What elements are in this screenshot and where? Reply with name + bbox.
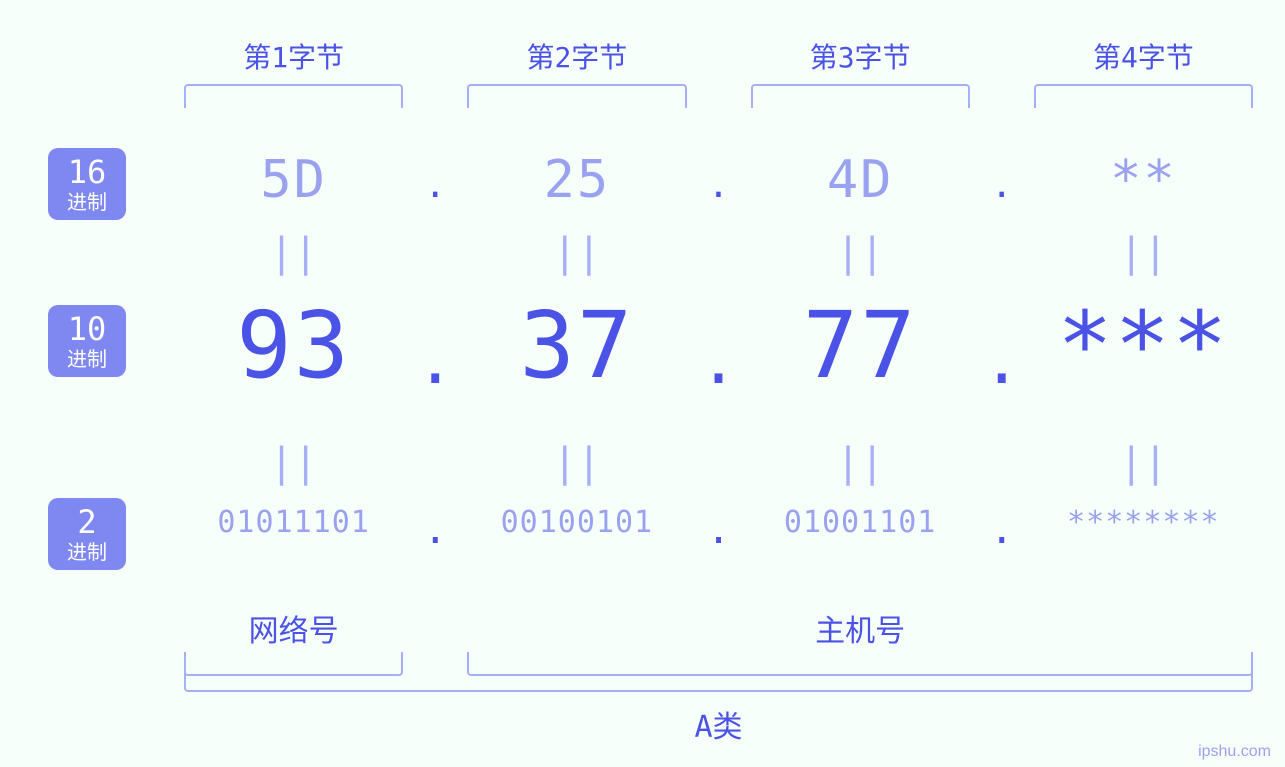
bin-row: 01011101 . 00100101 . 01001101 . *******…	[172, 502, 1265, 542]
badge-hex-num: 16	[68, 156, 107, 188]
hex-byte-3: 4D	[739, 150, 982, 210]
hex-row: 5D . 25 . 4D . **	[172, 150, 1265, 210]
top-bracket-2	[455, 84, 698, 110]
dot-bin-1: .	[415, 510, 455, 550]
byte-label-3: 第3字节	[739, 36, 982, 76]
net-host-brackets: 网络号 主机号	[172, 570, 1265, 650]
top-bracket-1	[172, 84, 415, 110]
dot-hex-3: .	[982, 168, 1022, 204]
badge-dec: 10 进制	[48, 305, 126, 377]
host-label: 主机号	[455, 606, 1265, 650]
bin-byte-1: 01011101	[172, 505, 415, 540]
eq-2-4: ||	[1022, 440, 1265, 486]
byte-label-1: 第1字节	[172, 36, 415, 76]
dot-bin-3: .	[982, 510, 1022, 550]
equals-row-1: || || || ||	[172, 230, 1265, 276]
dec-byte-1: 93	[172, 292, 415, 399]
dot-hex-1: .	[415, 168, 455, 204]
dot-hex-2: .	[699, 168, 739, 204]
dot-dec-3: .	[982, 330, 1022, 394]
dec-byte-3: 77	[739, 292, 982, 399]
badge-bin: 2 进制	[48, 498, 126, 570]
ip-address-diagram: 16 进制 10 进制 2 进制 第1字节 第2字节 第3字节 第4字节 5D …	[0, 0, 1285, 767]
eq-1-4: ||	[1022, 230, 1265, 276]
class-label: A类	[172, 702, 1265, 746]
badge-dec-sub: 进制	[67, 349, 107, 369]
eq-1-2: ||	[455, 230, 698, 276]
eq-2-1: ||	[172, 440, 415, 486]
byte-labels-row: 第1字节 第2字节 第3字节 第4字节	[172, 36, 1265, 76]
byte-label-2: 第2字节	[455, 36, 698, 76]
badge-hex-sub: 进制	[67, 192, 107, 212]
bin-byte-2: 00100101	[455, 505, 698, 540]
top-bracket-3	[739, 84, 982, 110]
badge-bin-num: 2	[77, 506, 96, 538]
hex-byte-4: **	[1022, 150, 1265, 210]
class-bracket-container: A类	[172, 666, 1265, 746]
badge-hex: 16 进制	[48, 148, 126, 220]
dec-row: 93 . 37 . 77 . ***	[172, 292, 1265, 399]
dot-bin-2: .	[699, 510, 739, 550]
eq-2-3: ||	[739, 440, 982, 486]
watermark: ipshu.com	[1198, 743, 1271, 761]
top-bracket-4	[1022, 84, 1265, 110]
bin-byte-4: ********	[1022, 505, 1265, 540]
top-brackets	[172, 84, 1265, 110]
network-label: 网络号	[172, 606, 415, 650]
hex-byte-1: 5D	[172, 150, 415, 210]
eq-1-3: ||	[739, 230, 982, 276]
equals-row-2: || || || ||	[172, 440, 1265, 486]
dec-byte-2: 37	[455, 292, 698, 399]
dot-dec-2: .	[699, 330, 739, 394]
bin-byte-3: 01001101	[739, 505, 982, 540]
dot-dec-1: .	[415, 330, 455, 394]
badge-dec-num: 10	[68, 313, 107, 345]
dec-byte-4: ***	[1022, 292, 1265, 399]
class-bracket	[184, 666, 1253, 692]
badge-bin-sub: 进制	[67, 542, 107, 562]
eq-1-1: ||	[172, 230, 415, 276]
hex-byte-2: 25	[455, 150, 698, 210]
eq-2-2: ||	[455, 440, 698, 486]
byte-label-4: 第4字节	[1022, 36, 1265, 76]
